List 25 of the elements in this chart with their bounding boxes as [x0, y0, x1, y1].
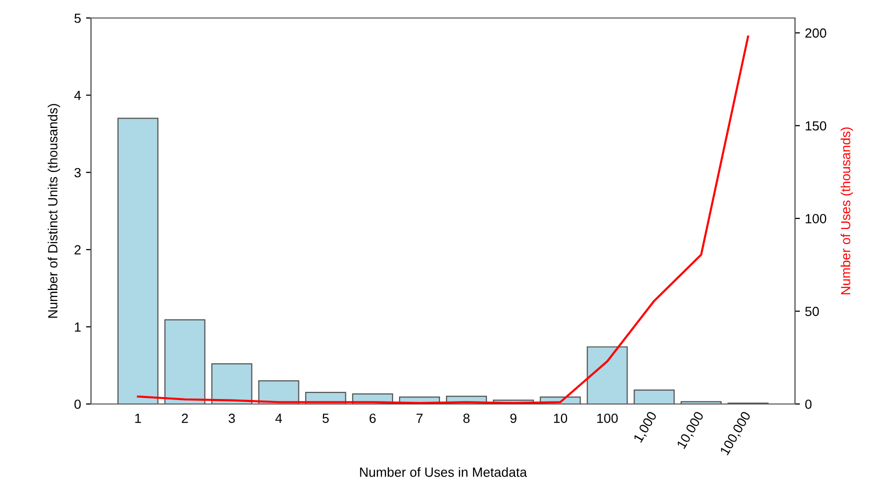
y2-tick-label: 50 [805, 306, 819, 316]
x-tick-label: 5 [322, 414, 329, 423]
y2-tick-label: 100 [806, 214, 826, 224]
y-axis-title: Number of Distinct Units (thousands) [48, 104, 60, 318]
y-tick-label: 0 [74, 400, 81, 409]
y-tick-label: 4 [74, 90, 81, 100]
x-tick-label: 7 [416, 414, 423, 423]
x-tick-label: 100 [597, 414, 618, 423]
x-tick-label: 8 [463, 414, 470, 423]
y-tick-label: 5 [74, 14, 81, 23]
x-tick-label: 9 [510, 414, 516, 423]
x-tick-label: 6 [370, 414, 376, 423]
y-tick-label: 3 [74, 168, 81, 178]
x-tick-label: 1 [135, 414, 141, 423]
y2-tick-label: 0 [805, 400, 812, 409]
x-tick-label: 2 [182, 414, 188, 423]
x-tick-label: 10 [554, 414, 568, 423]
y2-tick-label: 150 [806, 121, 826, 131]
y-tick-label: 1 [74, 322, 81, 332]
x-axis-title: Number of Uses in Metadata [360, 467, 527, 477]
x-tick-label: 4 [275, 414, 282, 423]
y2-axis-title: Number of Uses (thousands) [840, 127, 853, 294]
y-tick-label: 2 [74, 245, 81, 254]
y2-tick-label: 200 [805, 28, 826, 38]
x-tick-label: 3 [228, 414, 235, 423]
